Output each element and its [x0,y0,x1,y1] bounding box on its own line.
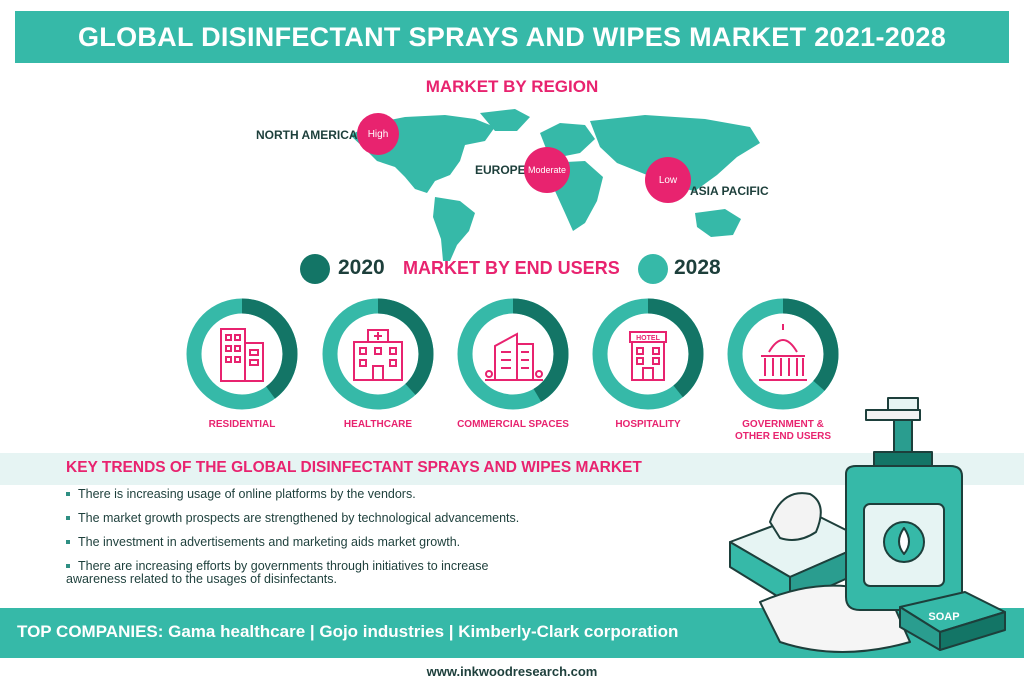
hospital-icon [353,329,403,381]
australia-shape [695,209,741,237]
list-item: The investment in advertisements and mar… [66,536,716,549]
page-title: GLOBAL DISINFECTANT SPRAYS AND WIPES MAR… [15,11,1009,63]
donut-commercial-spaces: COMMERCIAL SPACES [455,296,571,430]
donut-label-commercial-spaces: COMMERCIAL SPACES [457,419,569,430]
office-building-icon [485,332,543,381]
region-bubble-asia-pacific: Low [645,157,691,203]
region-label-asia-pacific: ASIA PACIFIC [690,184,769,198]
end-users-donut-row: RESIDENTIAL HEALTHCARE [0,296,1024,456]
legend-dot-2020 [300,254,330,284]
donut-healthcare: HEALTHCARE [320,296,436,430]
end-users-title: MARKET BY END USERS [403,258,620,278]
asia-shape [590,115,760,191]
soap-bar-icon: SOAP [899,591,1006,651]
region-bubble-north-america: High [357,113,399,155]
list-item: The market growth prospects are strength… [66,512,716,525]
soap-label: SOAP [928,611,959,623]
hotel-sign-icon: HOTEL [636,335,660,342]
trends-list: There is increasing usage of online plat… [66,488,716,597]
donut-hospitality: HOTEL HOSPITALITY [590,296,706,430]
bullet-icon [66,516,70,520]
donut-label-residential: RESIDENTIAL [208,419,276,430]
region-label-europe: EUROPE [475,163,526,177]
top-companies: TOP COMPANIES: Gama healthcare | Gojo in… [17,622,679,641]
sanitizer-and-wipes-illustration: SOAP [729,397,1006,653]
list-item: There are increasing efforts by governme… [66,559,489,586]
legend-year-2020: 2020 [338,256,385,279]
region-label-north-america: NORTH AMERICA [256,128,358,142]
bullet-icon [66,492,70,496]
bullet-icon [66,540,70,544]
donut-label-healthcare: HEALTHCARE [343,419,413,430]
sanitizer-bottle-icon [845,397,963,611]
trends-title: KEY TRENDS OF THE GLOBAL DISINFECTANT SP… [66,459,642,476]
end-users-legend: 2020 MARKET BY END USERS 2028 [0,252,1024,284]
donut-label-government: GOVERNMENT & OTHER END USERS [734,419,832,442]
region-bubble-europe: Moderate [524,147,570,193]
legend-dot-2028 [638,254,668,284]
region-section-title: MARKET BY REGION [425,77,599,96]
donut-government: GOVERNMENT & OTHER END USERS [725,296,841,442]
list-item: There is increasing usage of online plat… [66,488,716,501]
legend-year-2028: 2028 [674,256,721,279]
capitol-icon [759,324,807,381]
website-url[interactable]: www.inkwoodresearch.com [426,664,598,679]
greenland-shape [480,109,530,131]
hotel-icon [629,331,667,381]
residential-building-icon [220,328,264,382]
bullet-icon [66,564,70,568]
donut-label-hospitality: HOSPITALITY [615,419,681,430]
south-america-shape [433,197,475,261]
donut-residential: RESIDENTIAL [184,296,300,430]
